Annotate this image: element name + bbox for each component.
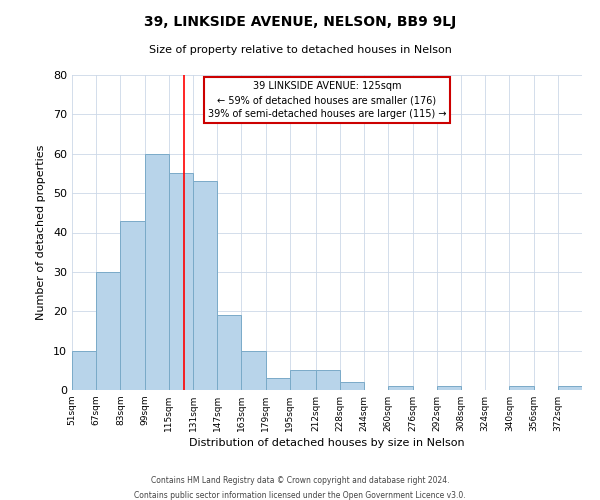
Bar <box>121 220 145 390</box>
Bar <box>241 350 266 390</box>
Bar <box>266 378 290 390</box>
Bar <box>558 386 582 390</box>
X-axis label: Distribution of detached houses by size in Nelson: Distribution of detached houses by size … <box>189 438 465 448</box>
Bar <box>193 182 217 390</box>
Bar <box>340 382 364 390</box>
Text: 39 LINKSIDE AVENUE: 125sqm
← 59% of detached houses are smaller (176)
39% of sem: 39 LINKSIDE AVENUE: 125sqm ← 59% of deta… <box>208 82 446 120</box>
Bar <box>437 386 461 390</box>
Bar <box>169 174 193 390</box>
Text: Size of property relative to detached houses in Nelson: Size of property relative to detached ho… <box>149 45 451 55</box>
Bar <box>388 386 413 390</box>
Bar <box>509 386 533 390</box>
Y-axis label: Number of detached properties: Number of detached properties <box>36 145 46 320</box>
Bar <box>72 350 96 390</box>
Bar <box>316 370 340 390</box>
Bar <box>145 154 169 390</box>
Bar <box>290 370 316 390</box>
Text: 39, LINKSIDE AVENUE, NELSON, BB9 9LJ: 39, LINKSIDE AVENUE, NELSON, BB9 9LJ <box>144 15 456 29</box>
Bar <box>96 272 121 390</box>
Bar <box>217 315 241 390</box>
Text: Contains public sector information licensed under the Open Government Licence v3: Contains public sector information licen… <box>134 491 466 500</box>
Text: Contains HM Land Registry data © Crown copyright and database right 2024.: Contains HM Land Registry data © Crown c… <box>151 476 449 485</box>
